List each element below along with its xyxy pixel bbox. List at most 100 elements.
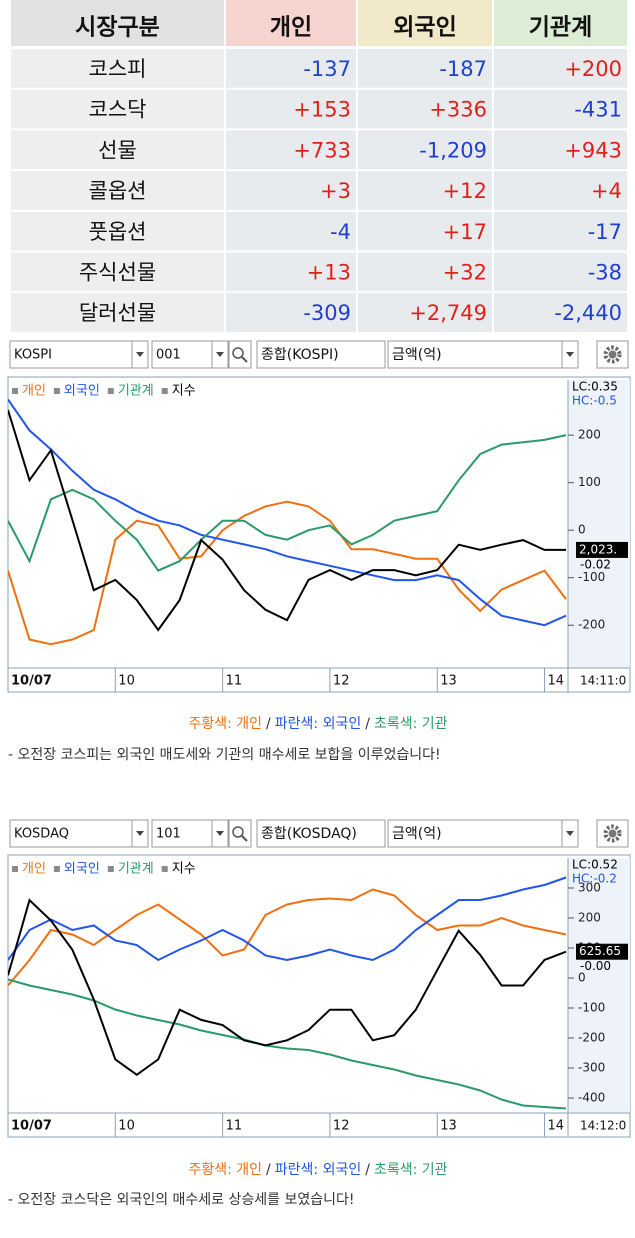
note-part: /	[365, 1162, 370, 1178]
unit-text: 금액(억)	[392, 347, 442, 363]
code-text: 101	[156, 827, 181, 842]
dropdown-arrow	[566, 352, 574, 357]
annotation: HC:-0.5	[572, 394, 617, 408]
note-part: /	[266, 716, 271, 732]
market-text: KOSDAQ	[14, 827, 69, 842]
legend-swatch	[161, 866, 168, 872]
cell-value: -431	[574, 98, 622, 122]
cell-value: -17	[588, 220, 622, 244]
search-button[interactable]	[228, 340, 252, 369]
table-cell	[358, 130, 492, 170]
table-cell	[358, 293, 492, 332]
note-part: 초록색: 기관	[374, 716, 448, 732]
legend-label: 외국인	[64, 384, 100, 399]
cell-value: -1,209	[419, 138, 487, 162]
y-tick-label: 300	[578, 881, 601, 895]
x-tick-label: 11	[226, 1119, 243, 1134]
series-line	[8, 898, 567, 1077]
table-cell	[226, 171, 356, 210]
search-icon	[232, 347, 244, 359]
header-text: 개인	[270, 15, 312, 41]
gear-icon	[603, 824, 622, 843]
y-tick-label: -400	[578, 1091, 605, 1105]
table-cell	[494, 171, 627, 210]
y-tick-label: 200	[578, 911, 601, 925]
cell-value: +3	[320, 179, 351, 203]
cell-value: +200	[564, 57, 622, 81]
legend-swatch	[53, 388, 60, 394]
row-label: 코스닥	[89, 98, 147, 122]
unit-select[interactable]	[387, 819, 563, 848]
table-cell	[358, 171, 492, 210]
table-cell	[358, 211, 492, 251]
y-tick-label: -300	[578, 1061, 605, 1075]
note-part: 주황색: 개인	[188, 716, 262, 732]
x-tick-label: 14	[548, 674, 565, 689]
unit-text: 금액(억)	[392, 826, 442, 842]
row-label: 코스피	[89, 57, 147, 81]
series-line	[8, 500, 567, 646]
series-line	[8, 978, 567, 1110]
x-tick-label: 14	[548, 1119, 565, 1134]
table-cell	[11, 293, 224, 332]
x-tick-label: 10/07	[11, 674, 52, 689]
y-tick-label: 200	[578, 428, 601, 442]
market-text: KOSPI	[14, 348, 52, 363]
time-label: 14:11:0	[580, 674, 626, 688]
header-cell	[226, 0, 356, 46]
series-line	[8, 888, 567, 987]
x-tick-label: 12	[333, 674, 350, 689]
header-text: 시장구분	[75, 15, 160, 41]
annotation: -0.00	[580, 959, 611, 973]
series-line	[8, 398, 567, 627]
legend-label: 개인	[22, 862, 46, 877]
x-tick-label: 12	[333, 1119, 350, 1134]
table-cell	[358, 252, 492, 292]
code-input[interactable]	[151, 819, 213, 848]
cell-value: -38	[588, 261, 622, 285]
table-cell	[226, 293, 356, 332]
table-cell	[226, 89, 356, 129]
legend-swatch	[53, 866, 60, 872]
note-part: 초록색: 기관	[374, 1162, 448, 1178]
chart-frame	[7, 854, 631, 1138]
index-field	[256, 340, 386, 369]
comment: - 오전장 코스닥은 외국인의 매수세로 상승세를 보였습니다!	[8, 1192, 354, 1208]
market-select[interactable]	[9, 340, 133, 369]
cell-value: +13	[307, 261, 351, 285]
annotation: LC:0.52	[572, 858, 618, 872]
y-tick-label: 0	[578, 971, 586, 985]
x-tick-label: 13	[440, 1119, 457, 1134]
y-tick-label: 0	[578, 523, 586, 537]
table-cell	[11, 171, 224, 210]
cell-value: +17	[443, 220, 487, 244]
cell-value: -2,440	[554, 301, 622, 325]
legend-label: 지수	[172, 384, 196, 399]
table-cell	[11, 130, 224, 170]
header-text: 외국인	[393, 15, 456, 41]
row-label: 풋옵션	[89, 220, 147, 244]
index-text: 종합(KOSPI)	[261, 347, 339, 363]
cell-value: +32	[443, 261, 487, 285]
legend-label: 외국인	[64, 862, 100, 877]
note-part: 주황색: 개인	[188, 1162, 262, 1178]
x-tick-label: 13	[440, 674, 457, 689]
search-button[interactable]	[228, 819, 252, 848]
last-value-label: 2,023.	[579, 542, 617, 556]
last-value-label: 625.65	[579, 944, 621, 958]
table-cell	[226, 211, 356, 251]
search-icon	[241, 835, 248, 842]
gear-icon	[603, 345, 622, 364]
unit-select[interactable]	[387, 340, 563, 369]
header-cell	[358, 0, 492, 46]
y-tick-label: -100	[578, 1001, 605, 1015]
dropdown-arrow	[216, 831, 224, 836]
dropdown-arrow	[136, 352, 144, 357]
cell-value: +943	[564, 138, 622, 162]
code-input[interactable]	[151, 340, 213, 369]
table-cell	[226, 252, 356, 292]
header-cell	[494, 0, 627, 46]
legend-swatch	[107, 388, 114, 394]
